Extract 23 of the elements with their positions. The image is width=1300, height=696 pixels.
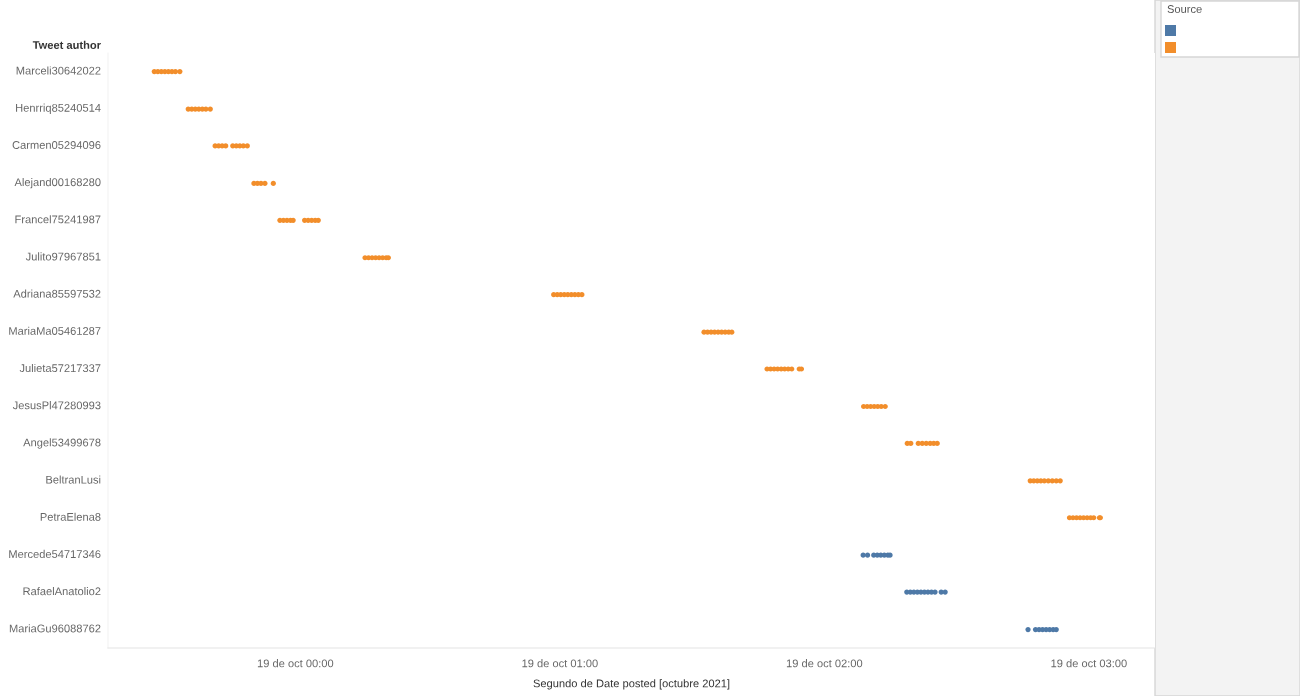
- legend-title: Source: [1167, 5, 1202, 13]
- text: RafaelAnatolio2: [23, 587, 101, 596]
- text: Julieta57217337: [19, 363, 101, 373]
- y-axis-title: Tweet author: [32, 40, 101, 49]
- text: Mercede54717346: [9, 549, 101, 559]
- text: Alejand00168280: [14, 177, 101, 189]
- text: Henrriq85240514: [16, 103, 101, 114]
- text: MariaMa05461287: [9, 326, 101, 335]
- text: Angel53499678: [23, 438, 101, 449]
- x-tick-label: 19 de oct 02:00: [786, 659, 863, 668]
- text: Francel75241987: [15, 215, 101, 224]
- text: JesusPl47280993: [12, 401, 101, 410]
- text: Carmen05294096: [12, 141, 101, 149]
- x-tick-label: 19 de oct 01:00: [522, 659, 598, 668]
- text: Julito97967851: [25, 252, 101, 261]
- text: Adriana85597532: [13, 289, 101, 298]
- x-axis-title: Segundo de Date posted [octubre 2021]: [533, 679, 730, 690]
- x-tick-label: 19 de oct 00:00: [257, 659, 334, 668]
- text: MariaGu96088762: [9, 624, 101, 633]
- text: PetraElena8: [40, 512, 101, 521]
- x-tick-label: 19 de oct 03:00: [1051, 659, 1127, 668]
- text: Marceli30642022: [16, 66, 101, 75]
- text: BeltranLusi: [46, 475, 101, 484]
